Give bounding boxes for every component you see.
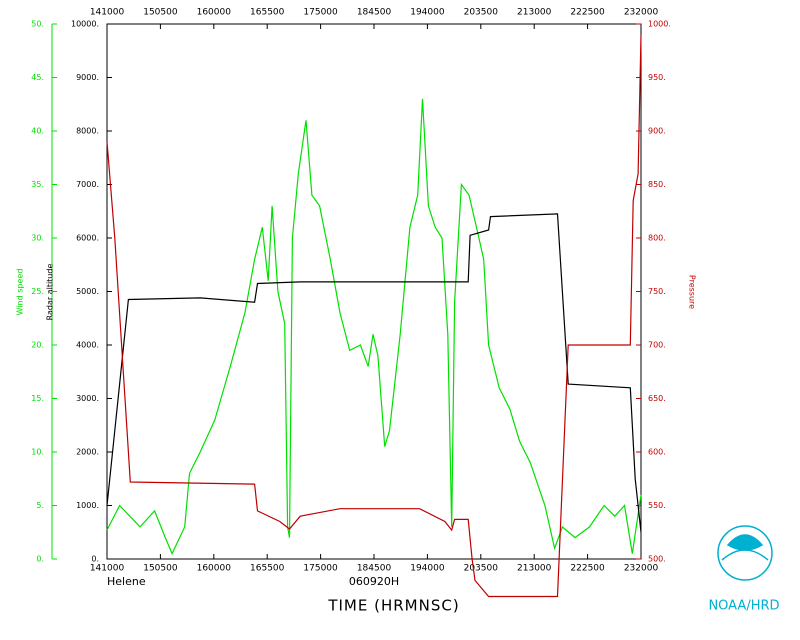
y3ticks-label: 850.: [648, 180, 666, 189]
x-tick-label: 175000: [303, 564, 338, 574]
series-line: [106, 98, 642, 556]
y3ticks-label: 750.: [648, 287, 666, 296]
x-tick-label: 165500: [250, 564, 285, 574]
storm-name: Helene: [107, 575, 146, 588]
y2ticks-label: 10000.: [71, 20, 99, 29]
x-tick-label: 184500: [357, 564, 392, 574]
y3ticks-label: 550.: [648, 501, 666, 510]
x-tick-label-top: 194000: [410, 8, 445, 18]
y3ticks-label: 900.: [648, 127, 666, 136]
yticks-label: 0.: [36, 555, 44, 564]
credit: NOAA/HRD: [708, 599, 779, 614]
x-tick-label-top: 184500: [357, 8, 392, 18]
x-tick-label-top: 232000: [624, 8, 659, 18]
x-tick-label: 141000: [90, 564, 125, 574]
y2ticks-label: 3000.: [76, 394, 99, 403]
x-tick-label-top: 165500: [250, 8, 285, 18]
y2ticks-label: 5000.: [76, 287, 99, 296]
yticks-label: 35.: [31, 180, 44, 189]
y3ticks-label: 500.: [648, 555, 666, 564]
y3ticks-label: 1000.: [648, 20, 671, 29]
x-tick-label: 232000: [624, 564, 659, 574]
x-tick-label-top: 203500: [464, 8, 499, 18]
x-tick-label: 160000: [197, 564, 232, 574]
yticks-label: 25.: [31, 287, 44, 296]
y2ticks-label: 1000.: [76, 501, 99, 510]
y3ticks-label: 650.: [648, 394, 666, 403]
y2ticks-label: 7000.: [76, 180, 99, 189]
series-line: [106, 213, 642, 533]
x-tick-label: 203500: [464, 564, 499, 574]
y2ticks-label: 0.: [91, 555, 99, 564]
flight-id: 060920H: [349, 575, 399, 588]
x-tick-label: 194000: [410, 564, 445, 574]
yticks-label: 20.: [31, 341, 44, 350]
x-tick-label-top: 141000: [90, 8, 125, 18]
y3ticks-label: 700.: [648, 341, 666, 350]
plot-frame: [106, 23, 642, 560]
x-tick-label-top: 222500: [570, 8, 605, 18]
y2ticks-label: 9000.: [76, 73, 99, 82]
altitude-axis-label: Radar altitude: [46, 264, 55, 321]
x-axis-label: TIME (HRMNSC): [327, 597, 459, 615]
x-tick-label: 213000: [517, 564, 552, 574]
yticks-label: 50.: [31, 20, 44, 29]
y3ticks-label: 600.: [648, 448, 666, 457]
pressure-axis-label: Pressure: [688, 275, 697, 309]
yticks-label: 15.: [31, 394, 44, 403]
x-tick-label-top: 213000: [517, 8, 552, 18]
y2ticks-label: 6000.: [76, 234, 99, 243]
yticks-label: 10.: [31, 448, 44, 457]
yticks-label: 45.: [31, 73, 44, 82]
x-tick-label-top: 175000: [303, 8, 338, 18]
x-tick-label-top: 160000: [197, 8, 232, 18]
yticks-label: 30.: [31, 234, 44, 243]
noaa-logo: [717, 525, 773, 581]
y3ticks-label: 950.: [648, 73, 666, 82]
x-tick-label: 150500: [143, 564, 178, 574]
series-line: [106, 34, 642, 598]
yticks-label: 40.: [31, 127, 44, 136]
wind-axis-label: Wind speed: [16, 269, 25, 316]
y2ticks-label: 4000.: [76, 341, 99, 350]
x-tick-label: 222500: [570, 564, 605, 574]
x-tick-label-top: 150500: [143, 8, 178, 18]
y2ticks-label: 2000.: [76, 448, 99, 457]
y2ticks-label: 8000.: [76, 127, 99, 136]
y3ticks-label: 800.: [648, 234, 666, 243]
yticks-label: 5.: [36, 501, 44, 510]
